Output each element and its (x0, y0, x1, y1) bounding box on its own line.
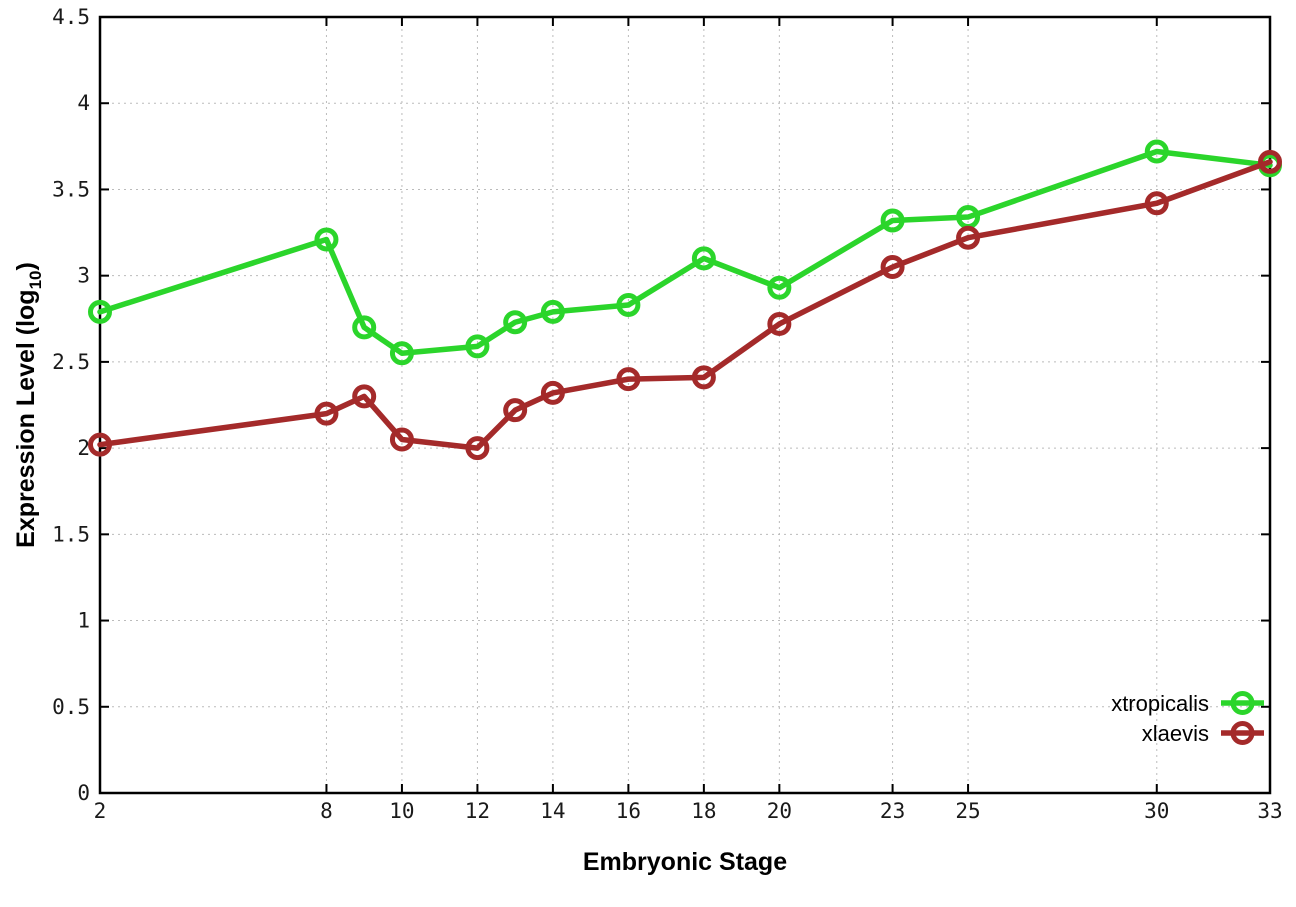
series-line-xlaevis (97, 159, 1273, 451)
x-tick-label: 8 (320, 799, 333, 823)
x-tick-label: 30 (1144, 799, 1169, 823)
y-tick-label: 4 (77, 91, 90, 115)
y-axis-title: Expression Level (log10) (12, 262, 45, 548)
x-tick-label: 14 (540, 799, 565, 823)
y-tick-label: 1 (77, 609, 90, 633)
legend-label-xtropicalis: xtropicalis (1111, 691, 1209, 716)
data-point-marker-xtropicalis (691, 246, 716, 271)
data-point-marker-xtropicalis (389, 341, 414, 366)
data-point-marker-xlaevis (691, 365, 716, 390)
legend-label-xlaevis: xlaevis (1142, 721, 1209, 746)
x-tick-label: 25 (955, 799, 980, 823)
data-point-marker-xlaevis (503, 398, 528, 423)
legend-marker-xtropicalis (1230, 691, 1255, 715)
legend-marker-xlaevis (1230, 721, 1255, 745)
x-tick-label: 18 (691, 799, 716, 823)
data-point-marker-xtropicalis (314, 227, 339, 252)
y-tick-label: 0.5 (52, 695, 90, 719)
data-point-marker-xlaevis (616, 367, 641, 392)
data-point-marker-xlaevis (880, 255, 905, 280)
x-axis-title: Embryonic Stage (583, 848, 787, 876)
plot-border (98, 15, 1272, 795)
data-point-marker-xtropicalis (1144, 139, 1169, 164)
data-point-marker-xtropicalis (88, 299, 112, 324)
x-tick-label: 23 (880, 799, 905, 823)
y-tick-label: 0 (77, 781, 90, 805)
y-tick-label: 2.5 (52, 350, 90, 374)
data-point-marker-xtropicalis (616, 292, 641, 317)
data-point-marker-xlaevis (352, 384, 377, 409)
y-tick-label: 4.5 (52, 5, 90, 29)
series-line-xtropicalis (97, 148, 1273, 357)
data-point-marker-xlaevis (956, 225, 981, 250)
data-point-marker-xtropicalis (540, 299, 565, 324)
data-point-marker-xtropicalis (503, 310, 528, 335)
y-tick-label: 3 (77, 264, 90, 288)
data-point-marker-xtropicalis (880, 208, 905, 233)
data-point-marker-xlaevis (314, 401, 339, 426)
data-point-marker-xlaevis (1144, 191, 1169, 216)
x-tick-label: 10 (389, 799, 414, 823)
y-tick-label: 3.5 (52, 177, 90, 201)
data-point-marker-xlaevis (540, 380, 565, 405)
x-tick-label: 2 (94, 799, 107, 823)
x-tick-label: 12 (465, 799, 490, 823)
x-tick-label: 33 (1257, 799, 1282, 823)
data-point-marker-xlaevis (1258, 149, 1282, 174)
x-tick-label: 20 (767, 799, 792, 823)
y-tick-label: 2 (77, 436, 90, 460)
data-point-marker-xlaevis (389, 427, 414, 452)
x-tick-label: 16 (616, 799, 641, 823)
data-point-marker-xtropicalis (465, 334, 490, 359)
data-point-marker-xtropicalis (767, 275, 792, 300)
data-point-marker-xlaevis (465, 436, 490, 461)
data-point-marker-xtropicalis (352, 315, 377, 340)
data-point-marker-xlaevis (88, 432, 112, 457)
y-tick-label: 1.5 (52, 522, 90, 546)
data-point-marker-xlaevis (767, 311, 792, 336)
